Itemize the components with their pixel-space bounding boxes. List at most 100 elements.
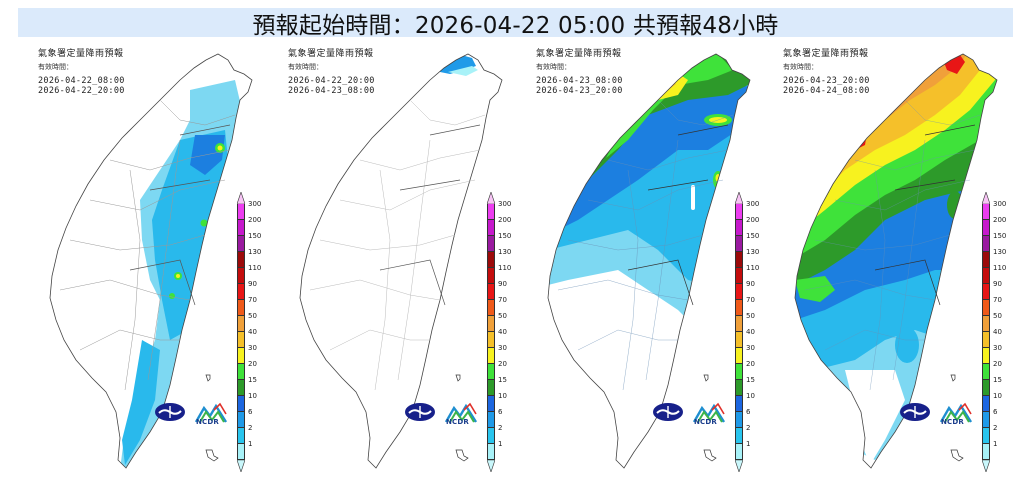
colorbar-tick-label: 30 (993, 344, 1002, 352)
panel-info: 氣象署定量降雨預報 有效時間： 2026-04-23_08:00 2026-04… (536, 46, 623, 96)
colorbar-segment (237, 380, 245, 396)
colorbar-segment (982, 396, 990, 412)
colorbar-segment (487, 412, 495, 428)
colorbar-segment (735, 220, 743, 236)
rainfall-colorbar: 300 200 150 130 110 90 70 50 40 30 20 15 10 6 2 1 (487, 192, 515, 472)
colorbar-segment (237, 364, 245, 380)
rainfall-colorbar: 300 200 150 130 110 90 70 50 40 30 20 15 10 6 2 1 (982, 192, 1010, 472)
cwa-logo-icon (155, 403, 185, 421)
valid-time-label: 有效時間： (288, 63, 323, 71)
colorbar-tick-label: 150 (498, 232, 512, 240)
colorbar-segment (237, 204, 245, 220)
ncdr-logo-text: NCDR (694, 418, 717, 426)
forecast-header: 預報起始時間：2026-04-22 05:00 共預報48小時 (18, 8, 1013, 39)
rainfall-colorbar: 300 200 150 130 110 90 70 50 40 30 20 15 10 6 2 1 (735, 192, 763, 472)
rainfall-colorbar: 300 200 150 130 110 90 70 50 40 30 20 15 10 6 2 1 (237, 192, 265, 472)
colorbar-segment (487, 300, 495, 316)
panel-title: 氣象署定量降雨預報 (536, 49, 622, 59)
colorbar-segment (735, 444, 743, 460)
colorbar-tick-label: 15 (248, 376, 257, 384)
colorbar-tick-label: 10 (498, 392, 507, 400)
colorbar-segment (487, 252, 495, 268)
colorbar-tick-label: 30 (746, 344, 755, 352)
colorbar-segment (487, 396, 495, 412)
colorbar-segment (487, 332, 495, 348)
colorbar-tick-label: 40 (746, 328, 755, 336)
colorbar-tick-label: 50 (993, 312, 1002, 320)
colorbar-segment (982, 412, 990, 428)
colorbar-tick-label: 6 (498, 408, 503, 416)
colorbar-segment (237, 332, 245, 348)
colorbar-tick-label: 90 (248, 280, 257, 288)
colorbar-segment (487, 364, 495, 380)
colorbar-tick-label: 300 (993, 200, 1007, 208)
ncdr-logo-icon (444, 402, 478, 423)
colorbar-segment (982, 364, 990, 380)
colorbar-tick-label: 110 (746, 264, 760, 272)
colorbar-segment (735, 204, 743, 220)
colorbar-tick-label: 40 (248, 328, 257, 336)
colorbar-segment (487, 220, 495, 236)
colorbar-segment (982, 348, 990, 364)
colorbar-tick-label: 130 (993, 248, 1007, 256)
colorbar-segment (735, 348, 743, 364)
colorbar-tick-label: 2 (746, 424, 751, 432)
colorbar-tick-label: 130 (248, 248, 262, 256)
colorbar-tick-label: 90 (498, 280, 507, 288)
colorbar-tick-label: 30 (248, 344, 257, 352)
colorbar-tick-label: 40 (498, 328, 507, 336)
colorbar-tick-label: 6 (993, 408, 998, 416)
colorbar-segment (487, 444, 495, 460)
colorbar-tick-label: 130 (498, 248, 512, 256)
colorbar-segment (735, 364, 743, 380)
colorbar-segment (487, 428, 495, 444)
colorbar-segment (982, 268, 990, 284)
forecast-panel-1: 氣象署定量降雨預報 有效時間： 2026-04-22_08:00 2026-04… (30, 40, 270, 476)
colorbar-segment (487, 236, 495, 252)
panel-title: 氣象署定量降雨預報 (783, 49, 869, 59)
panel-info: 氣象署定量降雨預報 有效時間： 2026-04-22_08:00 2026-04… (38, 46, 125, 96)
colorbar-tick-label: 20 (746, 360, 755, 368)
ncdr-logo-text: NCDR (196, 418, 219, 426)
logos: NCDR (404, 398, 484, 428)
colorbar-segment (237, 236, 245, 252)
colorbar-tick-label: 20 (248, 360, 257, 368)
colorbar-tick-label: 1 (993, 440, 998, 448)
valid-end-time: 2026-04-24_08:00 (783, 86, 870, 96)
colorbar-segment (982, 236, 990, 252)
valid-time-label: 有效時間： (536, 63, 571, 71)
colorbar-segment (735, 380, 743, 396)
colorbar-segment (735, 300, 743, 316)
colorbar-segment (735, 316, 743, 332)
logos: NCDR (652, 398, 732, 428)
colorbar-tick-label: 110 (498, 264, 512, 272)
colorbar-segment (237, 220, 245, 236)
colorbar-segment (237, 444, 245, 460)
colorbar-tick-label: 50 (248, 312, 257, 320)
colorbar-segment (237, 252, 245, 268)
taiwan-rainfall-map (547, 53, 751, 469)
colorbar-segment (237, 316, 245, 332)
taiwan-rainfall-map (299, 53, 503, 469)
colorbar-segment (487, 284, 495, 300)
colorbar-tick-label: 110 (248, 264, 262, 272)
valid-end-time: 2026-04-23_20:00 (536, 86, 623, 96)
colorbar-segment (982, 300, 990, 316)
colorbar-tick-label: 20 (498, 360, 507, 368)
colorbar-tick-label: 70 (248, 296, 257, 304)
colorbar-segment (735, 396, 743, 412)
colorbar-tick-label: 10 (746, 392, 755, 400)
colorbar-tick-label: 40 (993, 328, 1002, 336)
colorbar-segment (735, 284, 743, 300)
panel-info: 氣象署定量降雨預報 有效時間： 2026-04-22_20:00 2026-04… (288, 46, 375, 96)
cwa-logo-icon (653, 403, 683, 421)
colorbar-segment (487, 268, 495, 284)
colorbar-segment (237, 428, 245, 444)
colorbar-segment (735, 236, 743, 252)
colorbar-arrows (982, 192, 990, 472)
colorbar-tick-label: 200 (746, 216, 760, 224)
ncdr-logo-text: NCDR (446, 418, 469, 426)
colorbar-arrows (237, 192, 245, 472)
valid-time-label: 有效時間： (38, 63, 73, 71)
ncdr-logo-icon (692, 402, 726, 423)
